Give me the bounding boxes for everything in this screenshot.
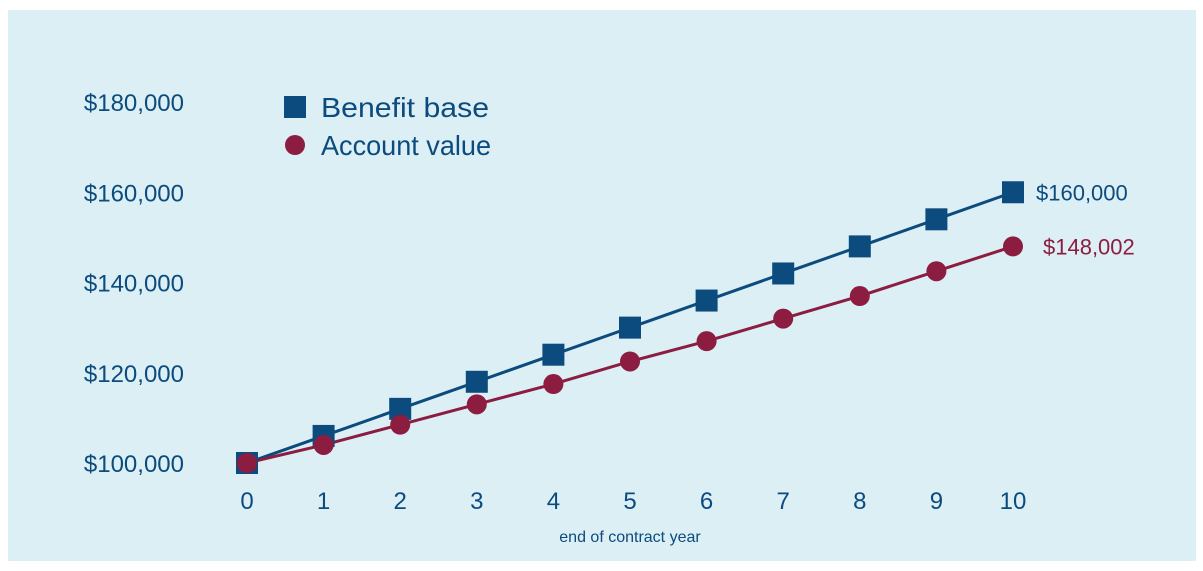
account-value-point <box>466 394 487 415</box>
benefit-base-point <box>389 397 412 420</box>
x-tick-label: 9 <box>930 488 943 515</box>
x-axis-title: end of contract year <box>559 529 701 546</box>
x-tick-label: 8 <box>853 488 866 515</box>
x-tick-label: 10 <box>1000 488 1027 515</box>
x-tick-label: 4 <box>547 488 560 515</box>
x-tick-label: 7 <box>777 488 790 515</box>
series-end-label: $160,000 <box>1036 180 1128 205</box>
y-tick-label: $180,000 <box>84 90 184 117</box>
account-value-point <box>849 286 870 307</box>
legend-square-icon <box>284 96 306 118</box>
legend-label: Benefit base <box>321 92 489 123</box>
account-value-point <box>313 434 334 455</box>
account-value-point <box>543 374 564 395</box>
x-tick-label: 0 <box>240 488 253 515</box>
account-value-point <box>926 261 947 282</box>
account-value-point <box>1003 236 1023 257</box>
benefit-base-point <box>695 289 718 312</box>
account-value-point <box>390 414 411 435</box>
benefit-base-point <box>465 370 488 393</box>
y-tick-label: $120,000 <box>84 361 184 388</box>
legend-label: Account value <box>321 130 491 161</box>
series-markers <box>236 181 1024 474</box>
y-tick-label: $160,000 <box>84 180 184 207</box>
x-tick-label: 3 <box>470 488 483 515</box>
account-value-point <box>620 351 640 372</box>
benefit-base-point <box>772 262 795 285</box>
benefit-base-point <box>848 235 871 258</box>
x-tick-label: 6 <box>700 488 713 515</box>
end-labels: $160,000 $148,002 <box>1036 180 1135 259</box>
benefit-base-point <box>542 343 565 366</box>
legend-circle-icon <box>285 135 305 155</box>
benefit-base-point <box>619 316 641 339</box>
account-value-point <box>696 331 717 352</box>
y-tick-label: $100,000 <box>84 451 184 478</box>
x-tick-label: 5 <box>623 488 636 515</box>
x-tick-label: 1 <box>317 488 330 515</box>
benefit-base-point <box>925 208 948 231</box>
x-tick-label: 2 <box>394 488 407 515</box>
series-end-label: $148,002 <box>1043 234 1135 259</box>
account-value-point <box>773 308 794 329</box>
line-chart: $100,000 $120,000 $140,000 $160,000 $180,000… <box>84 90 1135 546</box>
x-axis: 0 1 2 3 4 5 6 7 8 9 10 <box>240 488 1026 515</box>
benefit-base-point <box>1002 181 1024 204</box>
y-tick-label: $140,000 <box>84 271 184 298</box>
chart-panel: $100,000 $120,000 $140,000 $160,000 $180,000… <box>8 10 1196 561</box>
y-axis: $100,000 $120,000 $140,000 $160,000 $180,000 <box>84 90 184 478</box>
legend: Benefit base Account value <box>284 92 491 161</box>
account-value-point <box>237 453 257 473</box>
